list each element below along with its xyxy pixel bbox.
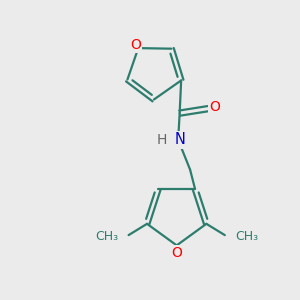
Text: O: O xyxy=(130,38,141,52)
Text: H: H xyxy=(157,133,167,147)
Text: CH₃: CH₃ xyxy=(95,230,118,243)
Text: O: O xyxy=(209,100,220,114)
Text: O: O xyxy=(171,246,182,260)
Text: N: N xyxy=(174,132,185,147)
Text: CH₃: CH₃ xyxy=(235,230,258,243)
